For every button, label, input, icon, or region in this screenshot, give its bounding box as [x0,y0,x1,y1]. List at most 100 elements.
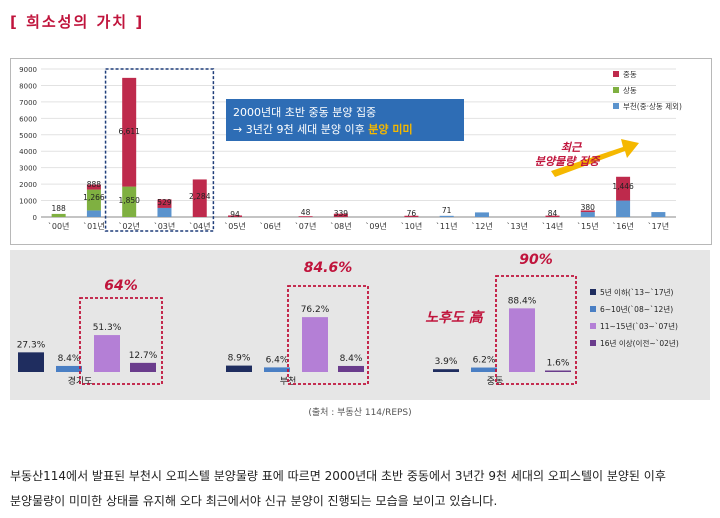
value-label: 51.3% [93,323,122,333]
highlight-value: 64% [104,278,138,294]
legend-swatch [613,71,619,77]
data-label: 84 [548,209,558,218]
data-label: 888 [87,180,102,189]
bar-segment [157,207,172,217]
value-label: 6.4% [266,355,289,365]
x-tick-label: `15년 [577,221,599,231]
legend-swatch [590,289,596,295]
data-label: 339 [334,209,349,218]
annotation-line-1: 최근 [561,141,582,154]
bar-segment [192,179,207,217]
bar-segment [228,215,243,217]
data-label: 2,284 [189,192,211,201]
bar-segment [86,210,101,217]
bar-segment [616,176,631,201]
bar-segment [580,212,595,217]
highlight-box [495,275,577,385]
x-tick-label: `02년 [118,221,140,231]
y-tick-label: 1000 [19,198,37,206]
y-tick-label: 6000 [19,115,37,123]
value-label: 8.4% [58,354,81,364]
x-tick-label: `09년 [365,221,387,231]
bar [545,370,571,372]
bar-segment [86,189,101,211]
data-label: 71 [442,206,452,215]
page-title: [ 희소성의 가치 ] [10,13,145,31]
bar-segment [333,213,348,217]
value-label: 88.4% [508,296,537,306]
data-label: 529 [157,198,172,207]
supply-chart-panel: 0 1000 2000 3000 4000 5000 6000 7000 8000 9000 `00… [10,58,712,245]
description-line-1: 부동산114에서 발표된 부천시 오피스텔 분양물량 표에 따르면 2000년대… [10,469,666,483]
y-tick-label: 2000 [19,181,37,189]
x-tick-label: `01년 [83,221,105,231]
data-label: 1,266 [83,193,105,202]
data-label: 188 [51,204,66,213]
legend-label: 부천(중·상동 제외) [623,101,682,111]
bar-segment [122,77,137,187]
y-tick-label: 0 [33,214,37,222]
bar [302,317,328,372]
bar-segment [651,212,666,217]
annotation-line-2: 분양물량 집중 [535,155,601,168]
bar [509,308,535,372]
bar-segment [51,213,66,217]
y-tick-label: 5000 [19,132,37,140]
x-tick-label: `05년 [224,221,246,231]
x-tick-label: `00년 [48,221,70,231]
x-tick-label: `14년 [542,221,564,231]
bar [94,335,120,372]
legend-swatch [590,306,596,312]
data-label: 76 [407,209,417,218]
bar-segment [86,184,101,190]
bar-segment [616,200,631,217]
bar-segment [298,216,313,217]
value-label: 8.4% [340,354,363,364]
data-label: 1,446 [612,182,634,191]
legend-swatch [613,103,619,109]
highlight-value: 84.6% [304,260,353,276]
bar [130,362,156,372]
value-label: 27.3% [17,340,46,350]
x-tick-label: `04년 [189,221,211,231]
data-label: 380 [581,203,596,212]
data-label: 1,850 [118,196,140,205]
legend-label: 5년 이하(`13~`17년) [600,287,674,297]
annotation: 노후도 高 [425,309,486,326]
callout-line-2-highlight: 분양 미미 [368,122,412,136]
bar-segment [439,215,454,217]
bar [433,369,459,372]
value-label: 1.6% [547,359,570,369]
x-tick-label: `03년 [154,221,176,231]
y-tick-label: 4000 [19,148,37,156]
legend-swatch [590,323,596,329]
legend-swatch [590,340,596,346]
data-label: 94 [230,210,240,219]
callout-line-2-text: → 3년간 9천 세대 분양 이후 [233,122,368,136]
x-tick-label: `06년 [260,221,282,231]
bar-segment [122,186,137,217]
highlight-box [79,297,163,385]
bar [264,367,290,372]
callout-line-1: 2000년대 초반 중동 분양 집중 [233,106,376,119]
highlight-box [287,285,369,385]
trend-arrow [551,139,639,177]
x-tick-label: `12년 [471,221,493,231]
description-line-2: 분양물량이 미미한 상태를 유지해 오다 최근에서야 신규 분양이 진행되는 모… [10,494,498,508]
callout-line-2: → 3년간 9천 세대 분양 이후 분양 미미 [233,122,413,136]
x-tick-label: `16년 [612,221,634,231]
legend-swatch [613,87,619,93]
x-tick-label: `10년 [401,221,423,231]
data-label: 6,611 [118,127,140,136]
bar [471,367,497,372]
y-tick-label: 7000 [19,99,37,107]
callout-box [226,99,464,141]
supply-chart: 0 1000 2000 3000 4000 5000 6000 7000 8000 9000 `00… [19,66,682,232]
bar [226,365,252,372]
y-tick-label: 9000 [19,66,37,74]
bar [338,365,364,372]
legend-label: 상동 [623,85,637,95]
value-label: 6.2% [473,356,496,366]
age-chart-panel: 27.3% 8.4% 51.3% 12.7% 경기도 8.9% 6.4% 76.2% 8.4% 부… [10,250,710,400]
source-note: (출처 : 부동산 114/REPS) [308,408,412,418]
